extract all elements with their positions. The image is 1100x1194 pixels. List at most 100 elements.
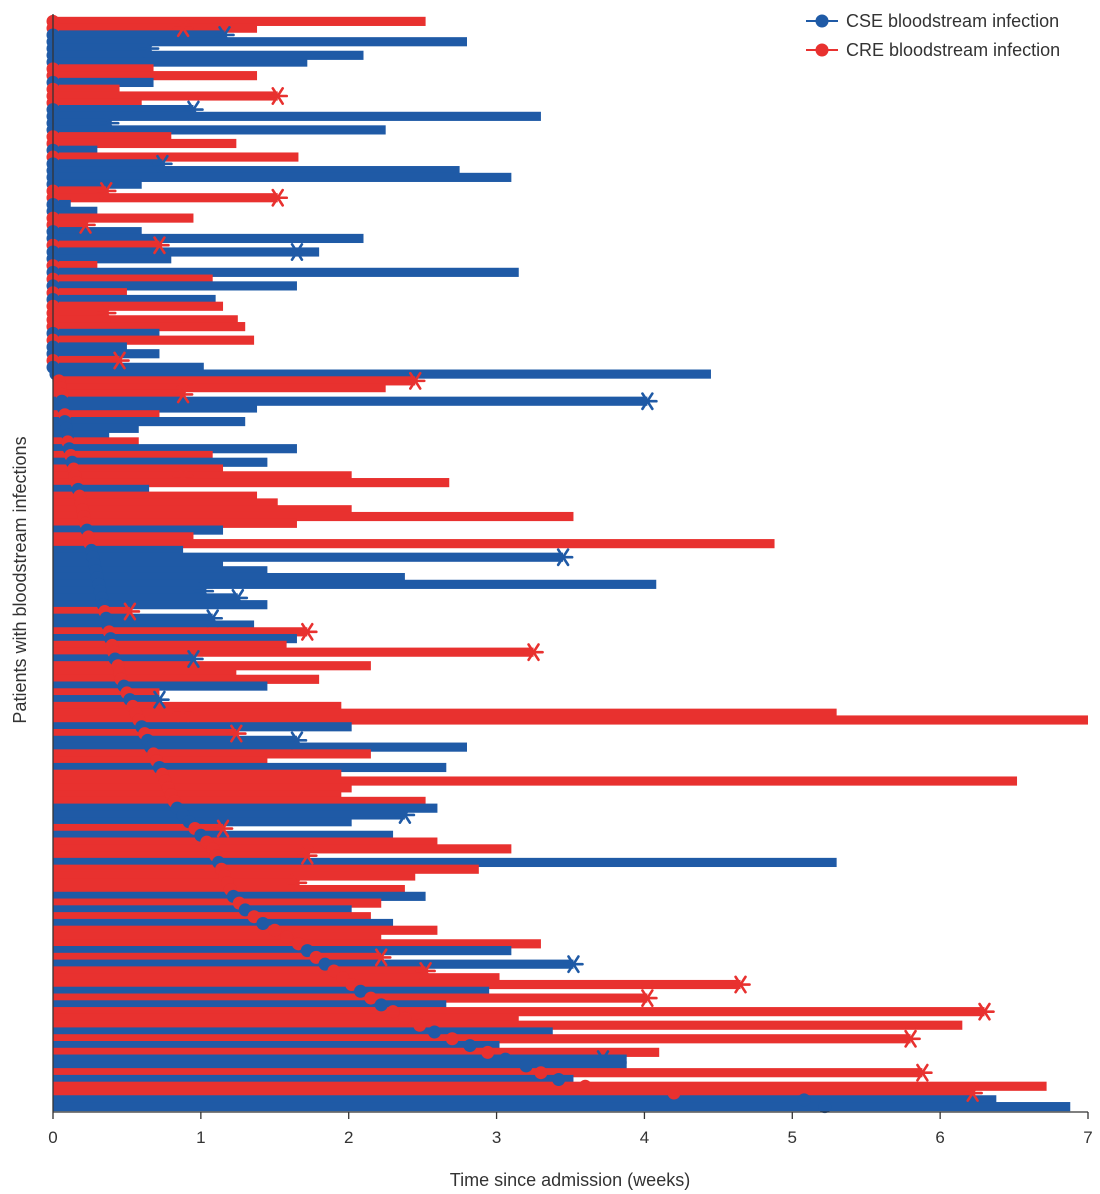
onset-marker-139 — [309, 950, 323, 964]
patient-bars — [53, 16, 1088, 1112]
patient-bar-93 — [53, 640, 287, 650]
patient-bar-61 — [53, 423, 139, 433]
death-marker-118 — [394, 806, 416, 824]
death-marker-106 — [226, 724, 247, 743]
onset-marker-150 — [427, 1025, 441, 1039]
patient-bar-14 — [53, 104, 194, 115]
patient-bar-96 — [53, 661, 371, 671]
patient-bar-50 — [53, 349, 160, 359]
patient-bar-67 — [53, 464, 224, 474]
patient-bar-151 — [53, 1034, 911, 1044]
patient-bar-63 — [53, 437, 139, 447]
death-marker-107 — [286, 731, 308, 750]
patient-bar-6 — [53, 50, 364, 60]
patient-bar-108 — [53, 742, 467, 752]
onset-marker-158 — [578, 1079, 592, 1093]
patient-bar-99 — [53, 681, 268, 691]
patient-bar-27 — [53, 193, 278, 203]
onset-marker-132 — [238, 903, 252, 917]
death-marker-22 — [152, 154, 173, 173]
death-marker-101 — [149, 690, 170, 709]
onset-marker-149 — [413, 1018, 427, 1032]
patient-bar-138 — [53, 946, 512, 956]
patient-bar-34 — [53, 240, 160, 250]
patient-bar-38 — [53, 267, 519, 277]
onset-marker-145 — [364, 991, 378, 1005]
patient-bar-112 — [53, 769, 342, 779]
onset-marker-152 — [463, 1039, 477, 1053]
patient-bar-9 — [53, 71, 258, 81]
patient-bar-53 — [53, 369, 711, 379]
patient-bar-102 — [53, 701, 342, 712]
patient-bar-51 — [53, 355, 120, 366]
x-tick-label-2: 2 — [344, 1128, 353, 1147]
patient-bar-152 — [53, 1040, 500, 1051]
patient-bar-143 — [53, 979, 741, 990]
x-axis-ticks: 0 1 2 3 4 5 6 7 — [48, 1112, 1093, 1147]
patient-bar-140 — [53, 959, 574, 969]
patient-bar-107 — [53, 735, 297, 745]
patient-bar-52 — [53, 362, 204, 372]
death-marker-143 — [730, 975, 751, 994]
patient-bar-58 — [53, 403, 258, 413]
patient-bar-132 — [53, 905, 352, 915]
patient-bar-65 — [53, 450, 213, 461]
patient-bar-82 — [53, 566, 268, 576]
patient-bar-19 — [53, 138, 237, 149]
patient-bar-71 — [53, 491, 258, 501]
onset-marker-135 — [268, 923, 282, 937]
onset-marker-161 — [818, 1100, 832, 1114]
x-axis-title: Time since admission (weeks) — [450, 1170, 690, 1190]
legend: CSE bloodstream infection CRE bloodstrea… — [806, 11, 1060, 60]
death-marker-140 — [563, 955, 584, 974]
patient-bar-72 — [53, 498, 278, 508]
patient-bar-60 — [53, 416, 246, 427]
death-marker-151 — [900, 1029, 921, 1048]
death-marker-31 — [75, 215, 96, 234]
patient-bar-13 — [53, 98, 142, 108]
patient-bar-48 — [53, 335, 255, 345]
patient-bar-117 — [53, 803, 438, 813]
patient-bar-30 — [53, 213, 194, 223]
patient-bar-111 — [53, 762, 447, 773]
patient-bar-127 — [53, 871, 416, 881]
patient-bar-5 — [53, 43, 150, 54]
patient-bar-154 — [53, 1054, 627, 1064]
onset-marker-140 — [318, 957, 332, 971]
patient-bar-64 — [53, 444, 297, 454]
patient-bar-47 — [53, 328, 160, 338]
patient-bar-79 — [53, 545, 184, 556]
patient-bar-103 — [53, 708, 837, 718]
patient-bar-26 — [53, 186, 107, 196]
patient-bar-7 — [53, 57, 308, 67]
death-marker-3 — [214, 26, 235, 44]
patient-bar-59 — [53, 410, 160, 420]
patient-bar-159 — [53, 1088, 973, 1098]
patient-bar-146 — [53, 1000, 447, 1010]
patient-bar-39 — [53, 274, 213, 284]
patient-bar-148 — [53, 1013, 519, 1024]
onset-marker-138 — [300, 944, 314, 958]
death-marker-91 — [297, 622, 318, 641]
patient-bar-122 — [53, 837, 438, 847]
patient-bar-98 — [53, 674, 320, 684]
onset-marker-142 — [336, 971, 350, 985]
onset-marker-148 — [398, 1011, 412, 1025]
patient-bar-45 — [53, 315, 238, 325]
patient-bar-56 — [53, 389, 184, 400]
patient-bar-141 — [53, 966, 426, 976]
patient-bar-123 — [53, 844, 512, 854]
patient-bar-126 — [53, 864, 479, 874]
death-marker-124 — [297, 846, 318, 865]
death-marker-2 — [172, 19, 194, 38]
death-marker-12 — [267, 87, 289, 105]
patient-bar-114 — [53, 783, 352, 793]
onset-marker-136 — [280, 930, 294, 944]
death-marker-27 — [267, 188, 289, 207]
death-marker-34 — [149, 236, 170, 255]
patient-bar-95 — [53, 654, 194, 664]
patient-bar-28 — [53, 199, 71, 210]
legend-item-cre: CRE bloodstream infection — [806, 40, 1060, 60]
legend-marker-cre — [815, 43, 829, 57]
death-marker-54 — [404, 371, 426, 390]
